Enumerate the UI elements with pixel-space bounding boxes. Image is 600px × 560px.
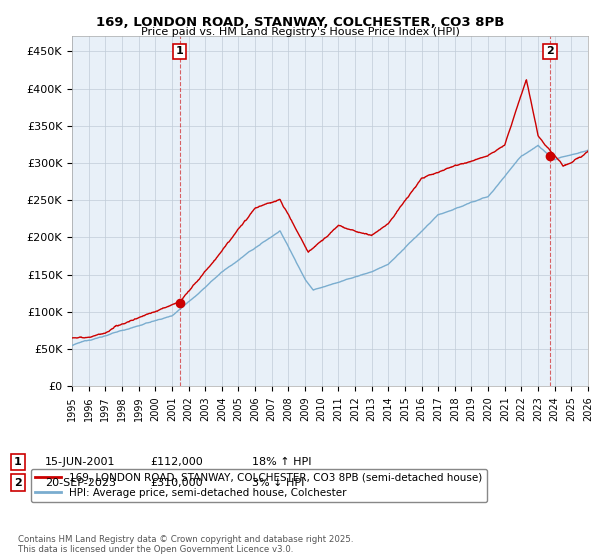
Legend: 169, LONDON ROAD, STANWAY, COLCHESTER, CO3 8PB (semi-detached house), HPI: Avera: 169, LONDON ROAD, STANWAY, COLCHESTER, C… xyxy=(31,469,487,502)
Text: 169, LONDON ROAD, STANWAY, COLCHESTER, CO3 8PB: 169, LONDON ROAD, STANWAY, COLCHESTER, C… xyxy=(96,16,504,29)
Text: 1: 1 xyxy=(14,457,22,467)
Text: 2: 2 xyxy=(546,46,554,57)
Text: 18% ↑ HPI: 18% ↑ HPI xyxy=(252,457,311,467)
Text: 2: 2 xyxy=(14,478,22,488)
Text: Contains HM Land Registry data © Crown copyright and database right 2025.
This d: Contains HM Land Registry data © Crown c… xyxy=(18,535,353,554)
Text: 3% ↓ HPI: 3% ↓ HPI xyxy=(252,478,304,488)
Text: £310,000: £310,000 xyxy=(150,478,203,488)
Text: £112,000: £112,000 xyxy=(150,457,203,467)
Text: 20-SEP-2023: 20-SEP-2023 xyxy=(45,478,116,488)
Text: 15-JUN-2001: 15-JUN-2001 xyxy=(45,457,115,467)
Text: Price paid vs. HM Land Registry's House Price Index (HPI): Price paid vs. HM Land Registry's House … xyxy=(140,27,460,37)
Text: 1: 1 xyxy=(176,46,184,57)
